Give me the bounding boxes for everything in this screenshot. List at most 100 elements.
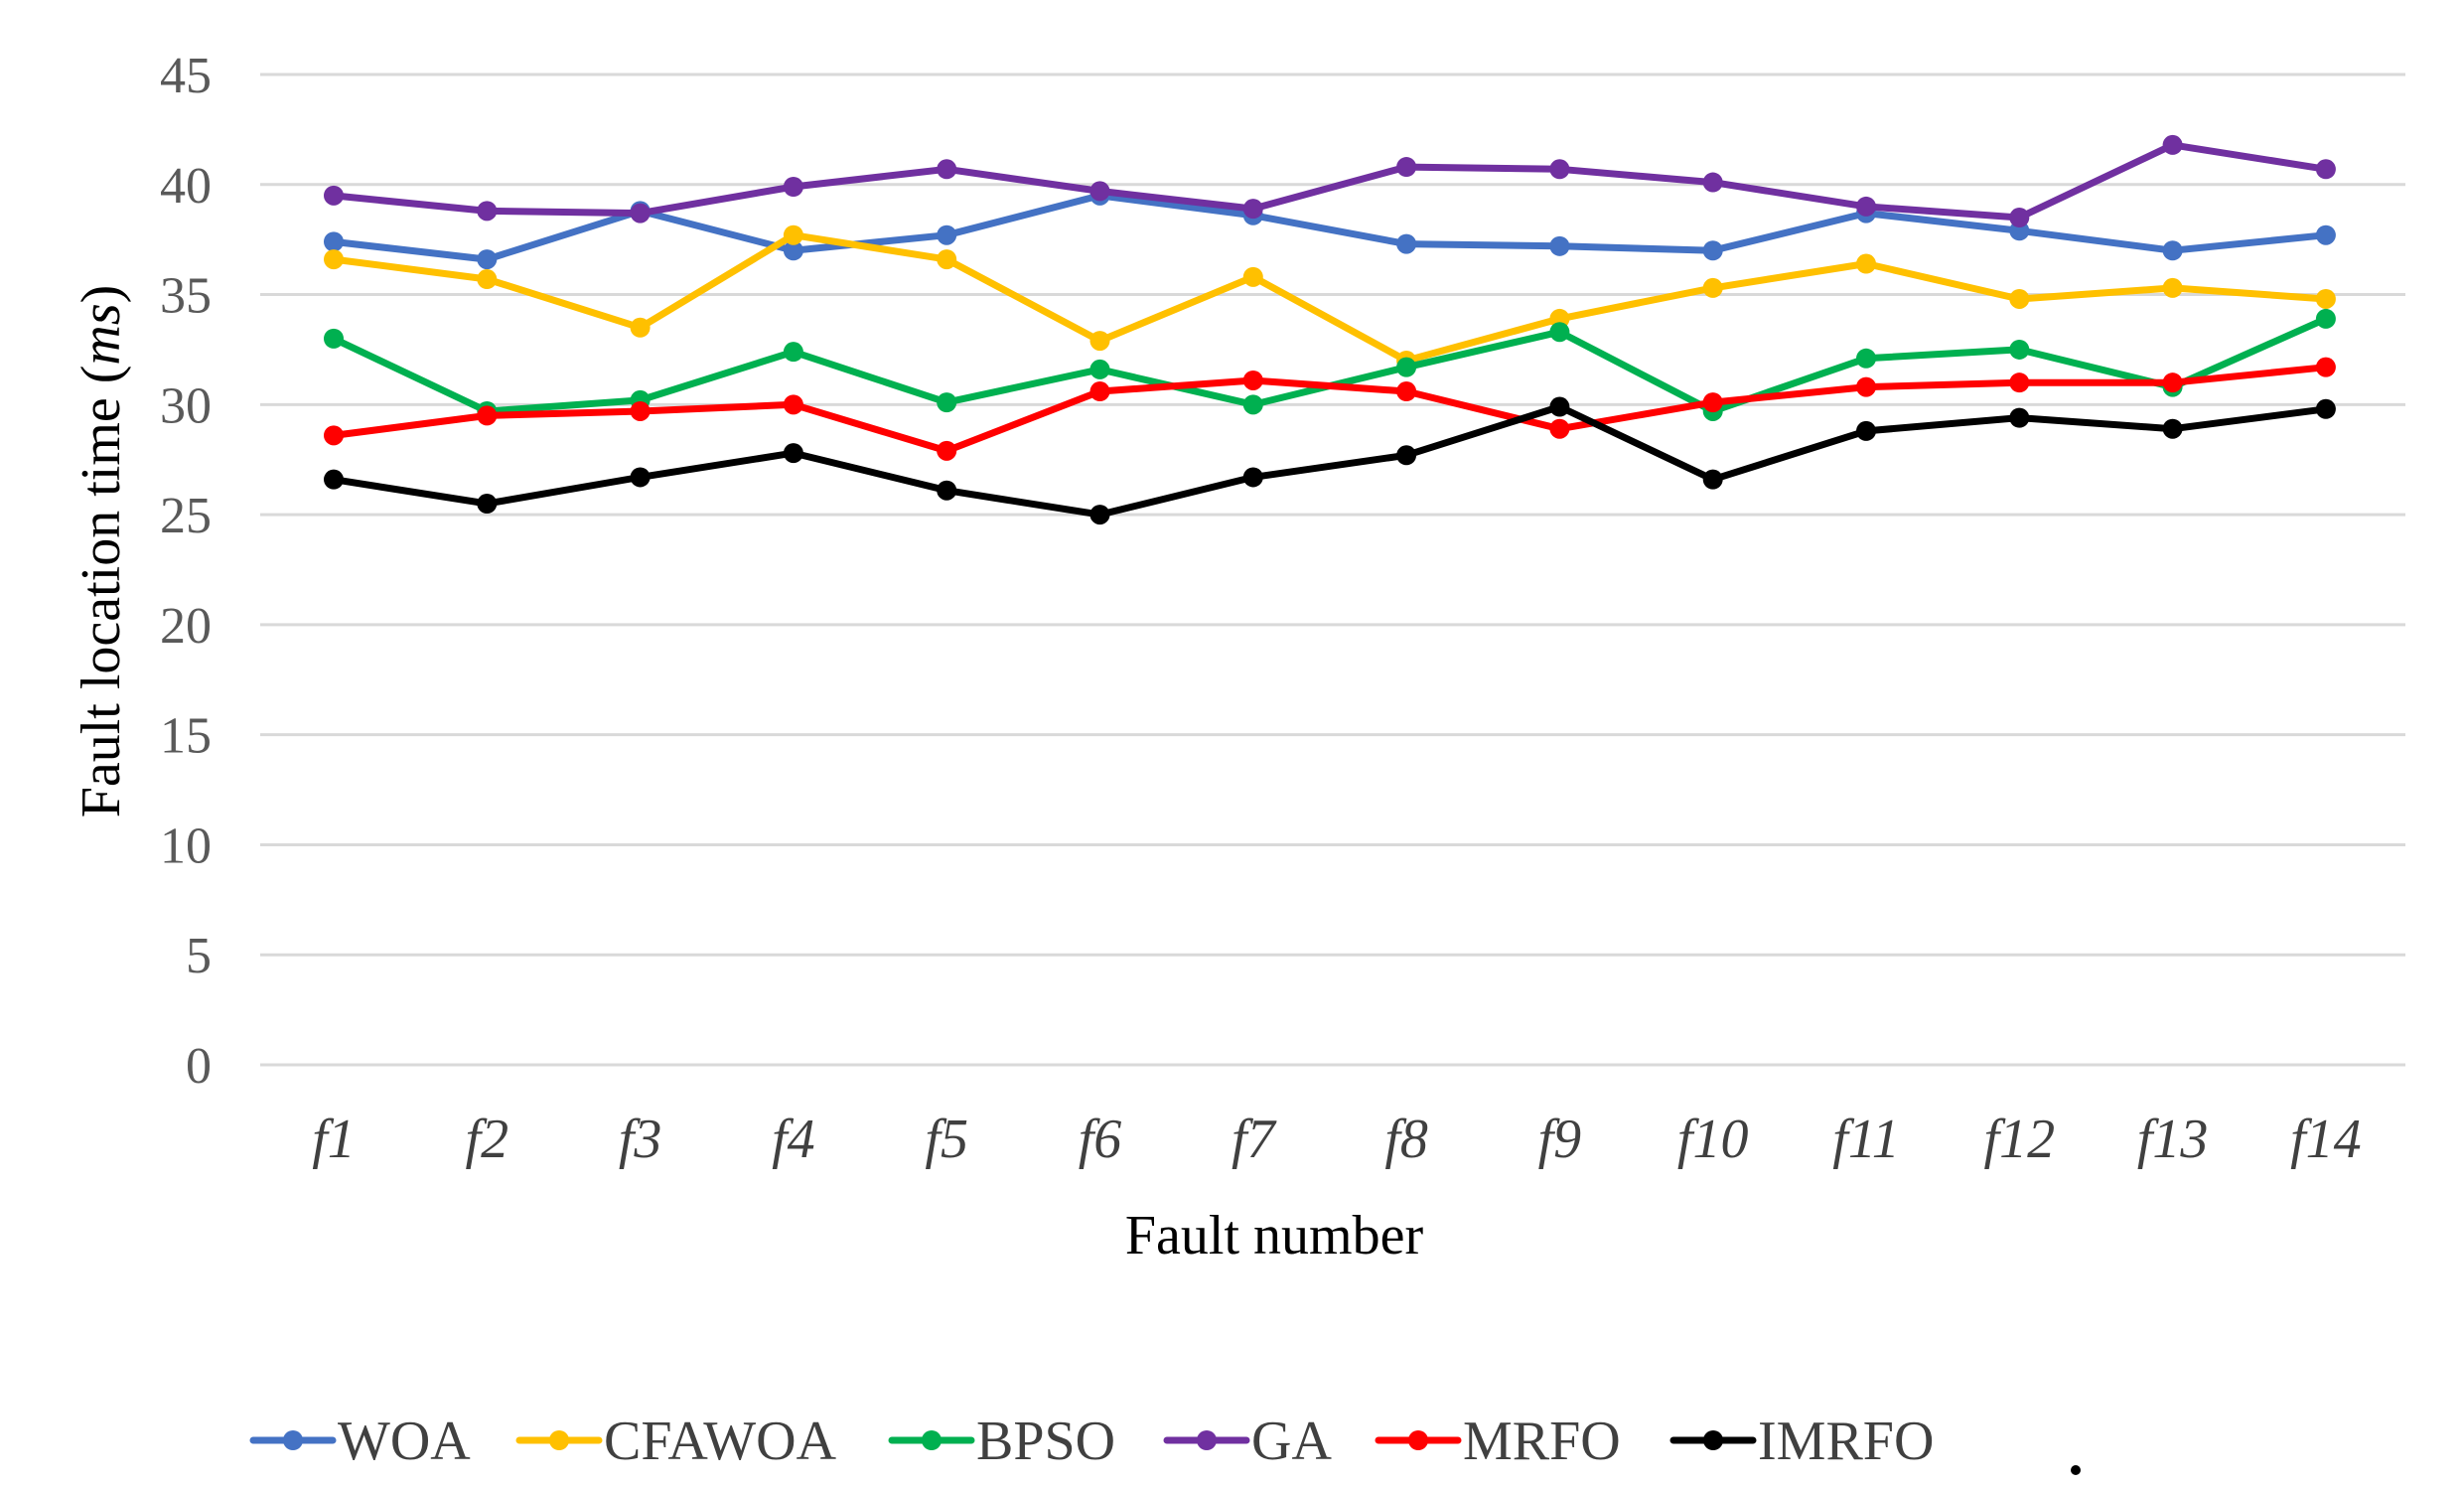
legend-label: GA <box>1251 1411 1332 1472</box>
x-tick-label: f7 <box>1232 1109 1277 1170</box>
y-axis-title-suffix: ) <box>71 285 132 304</box>
x-axis-title: Fault number <box>1125 1205 1424 1266</box>
data-point-woa-f5 <box>937 224 957 245</box>
data-point-bpso-f4 <box>783 342 803 363</box>
series-line-mrfo <box>330 364 2330 455</box>
y-tick-label: 15 <box>160 708 212 765</box>
x-tick-label: f2 <box>466 1109 509 1170</box>
legend-swatch-marker <box>1197 1430 1217 1450</box>
data-point-ga-f8 <box>1396 157 1417 178</box>
data-point-woa-f10 <box>1702 240 1723 261</box>
data-point-ga-f10 <box>1702 172 1723 193</box>
series-line-imrfo <box>330 403 2330 519</box>
data-point-imrfo-f5 <box>937 480 957 501</box>
legend: WOA CFAWOA BPSO GA MRFO IMRFO <box>249 1411 1934 1472</box>
data-point-imrfo-f4 <box>783 443 803 464</box>
data-point-imrfo-f12 <box>2009 407 2030 428</box>
data-point-woa-f2 <box>477 249 498 270</box>
data-point-mrfo-f14 <box>2315 357 2336 377</box>
data-point-ga-f6 <box>1089 181 1110 202</box>
data-point-woa-f14 <box>2315 224 2336 245</box>
series-lines <box>324 134 2336 525</box>
legend-item-ga: GA <box>1163 1411 1332 1472</box>
gridlines <box>260 73 2405 1067</box>
data-point-bpso-f8 <box>1396 357 1417 377</box>
data-point-imrfo-f13 <box>2162 418 2183 439</box>
data-point-ga-f1 <box>324 185 344 206</box>
data-point-imrfo-f10 <box>1702 469 1723 490</box>
data-point-cfawoa-f6 <box>1089 331 1110 352</box>
data-point-cfawoa-f12 <box>2009 288 2030 309</box>
data-point-ga-f5 <box>937 159 957 180</box>
legend-item-imrfo: IMRFO <box>1669 1411 1934 1472</box>
x-tick-label: f12 <box>1984 1109 2056 1170</box>
x-axis-ticks: f1 f2 f3 f4 f5 f6 f7 f8 f9 f10 f11 f12 f13 f14 <box>312 1109 2361 1170</box>
x-tick-label: f3 <box>619 1109 662 1170</box>
data-point-mrfo-f10 <box>1702 392 1723 413</box>
data-point-imrfo-f9 <box>1549 396 1570 417</box>
data-point-ga-f7 <box>1242 199 1263 220</box>
legend-swatch-marker <box>922 1430 942 1450</box>
data-point-ga-f4 <box>783 176 803 197</box>
data-point-bpso-f6 <box>1089 359 1110 379</box>
data-point-imrfo-f7 <box>1242 467 1263 488</box>
data-point-bpso-f12 <box>2009 339 2030 360</box>
legend-label: IMRFO <box>1758 1411 1934 1472</box>
legend-item-mrfo: MRFO <box>1375 1411 1621 1472</box>
y-tick-label: 5 <box>186 928 212 984</box>
x-tick-label: f8 <box>1384 1109 1428 1170</box>
data-point-mrfo-f1 <box>324 425 344 446</box>
legend-label: BPSO <box>976 1411 1115 1472</box>
x-tick-label: f5 <box>925 1109 968 1170</box>
data-point-bpso-f9 <box>1549 322 1570 343</box>
y-tick-label: 35 <box>160 268 212 325</box>
data-point-cfawoa-f14 <box>2315 288 2336 309</box>
y-tick-label: 20 <box>160 598 212 655</box>
x-tick-label: f1 <box>312 1109 356 1170</box>
data-point-mrfo-f8 <box>1396 381 1417 402</box>
data-point-imrfo-f8 <box>1396 445 1417 466</box>
y-axis-ticks: 0 5 10 15 20 25 30 35 40 45 <box>160 48 212 1095</box>
x-tick-label: f9 <box>1538 1109 1582 1170</box>
data-point-cfawoa-f7 <box>1242 266 1263 287</box>
data-point-cfawoa-f5 <box>937 249 957 270</box>
data-point-mrfo-f9 <box>1549 418 1570 439</box>
data-point-imrfo-f2 <box>477 494 498 515</box>
data-point-ga-f11 <box>1856 196 1876 217</box>
data-point-woa-f13 <box>2162 240 2183 261</box>
x-tick-label: f13 <box>2137 1109 2209 1170</box>
series-line-ga <box>330 141 2330 222</box>
data-point-mrfo-f2 <box>477 405 498 426</box>
data-point-imrfo-f1 <box>324 469 344 490</box>
legend-item-woa: WOA <box>249 1411 471 1472</box>
data-point-mrfo-f6 <box>1089 381 1110 402</box>
legend-item-cfawoa: CFAWOA <box>515 1411 837 1472</box>
y-tick-label: 10 <box>160 818 212 874</box>
series-cfawoa <box>324 224 2336 372</box>
legend-swatch-marker <box>549 1430 569 1450</box>
data-point-bpso-f7 <box>1242 394 1263 415</box>
data-point-ga-f3 <box>630 203 651 223</box>
data-point-ga-f13 <box>2162 134 2183 155</box>
data-point-mrfo-f13 <box>2162 372 2183 393</box>
data-point-cfawoa-f11 <box>1856 253 1876 274</box>
data-point-bpso-f1 <box>324 328 344 349</box>
x-tick-label: f14 <box>2290 1109 2362 1170</box>
data-point-woa-f9 <box>1549 235 1570 256</box>
y-tick-label: 30 <box>160 377 212 434</box>
x-tick-label: f6 <box>1079 1109 1122 1170</box>
data-point-cfawoa-f3 <box>630 317 651 338</box>
data-point-bpso-f14 <box>2315 308 2336 329</box>
y-tick-label: 0 <box>186 1038 212 1095</box>
y-axis-title-prefix: Fault location time ( <box>71 366 132 818</box>
legend-item-bpso: BPSO <box>888 1411 1115 1472</box>
data-point-woa-f4 <box>783 240 803 261</box>
legend-label: MRFO <box>1463 1411 1621 1472</box>
x-tick-label: f4 <box>772 1109 815 1170</box>
data-point-imrfo-f6 <box>1089 505 1110 525</box>
y-axis-title: Fault location time (ms) <box>71 285 132 818</box>
data-point-cfawoa-f2 <box>477 269 498 290</box>
legend-label: CFAWOA <box>604 1411 837 1472</box>
data-point-mrfo-f12 <box>2009 372 2030 393</box>
